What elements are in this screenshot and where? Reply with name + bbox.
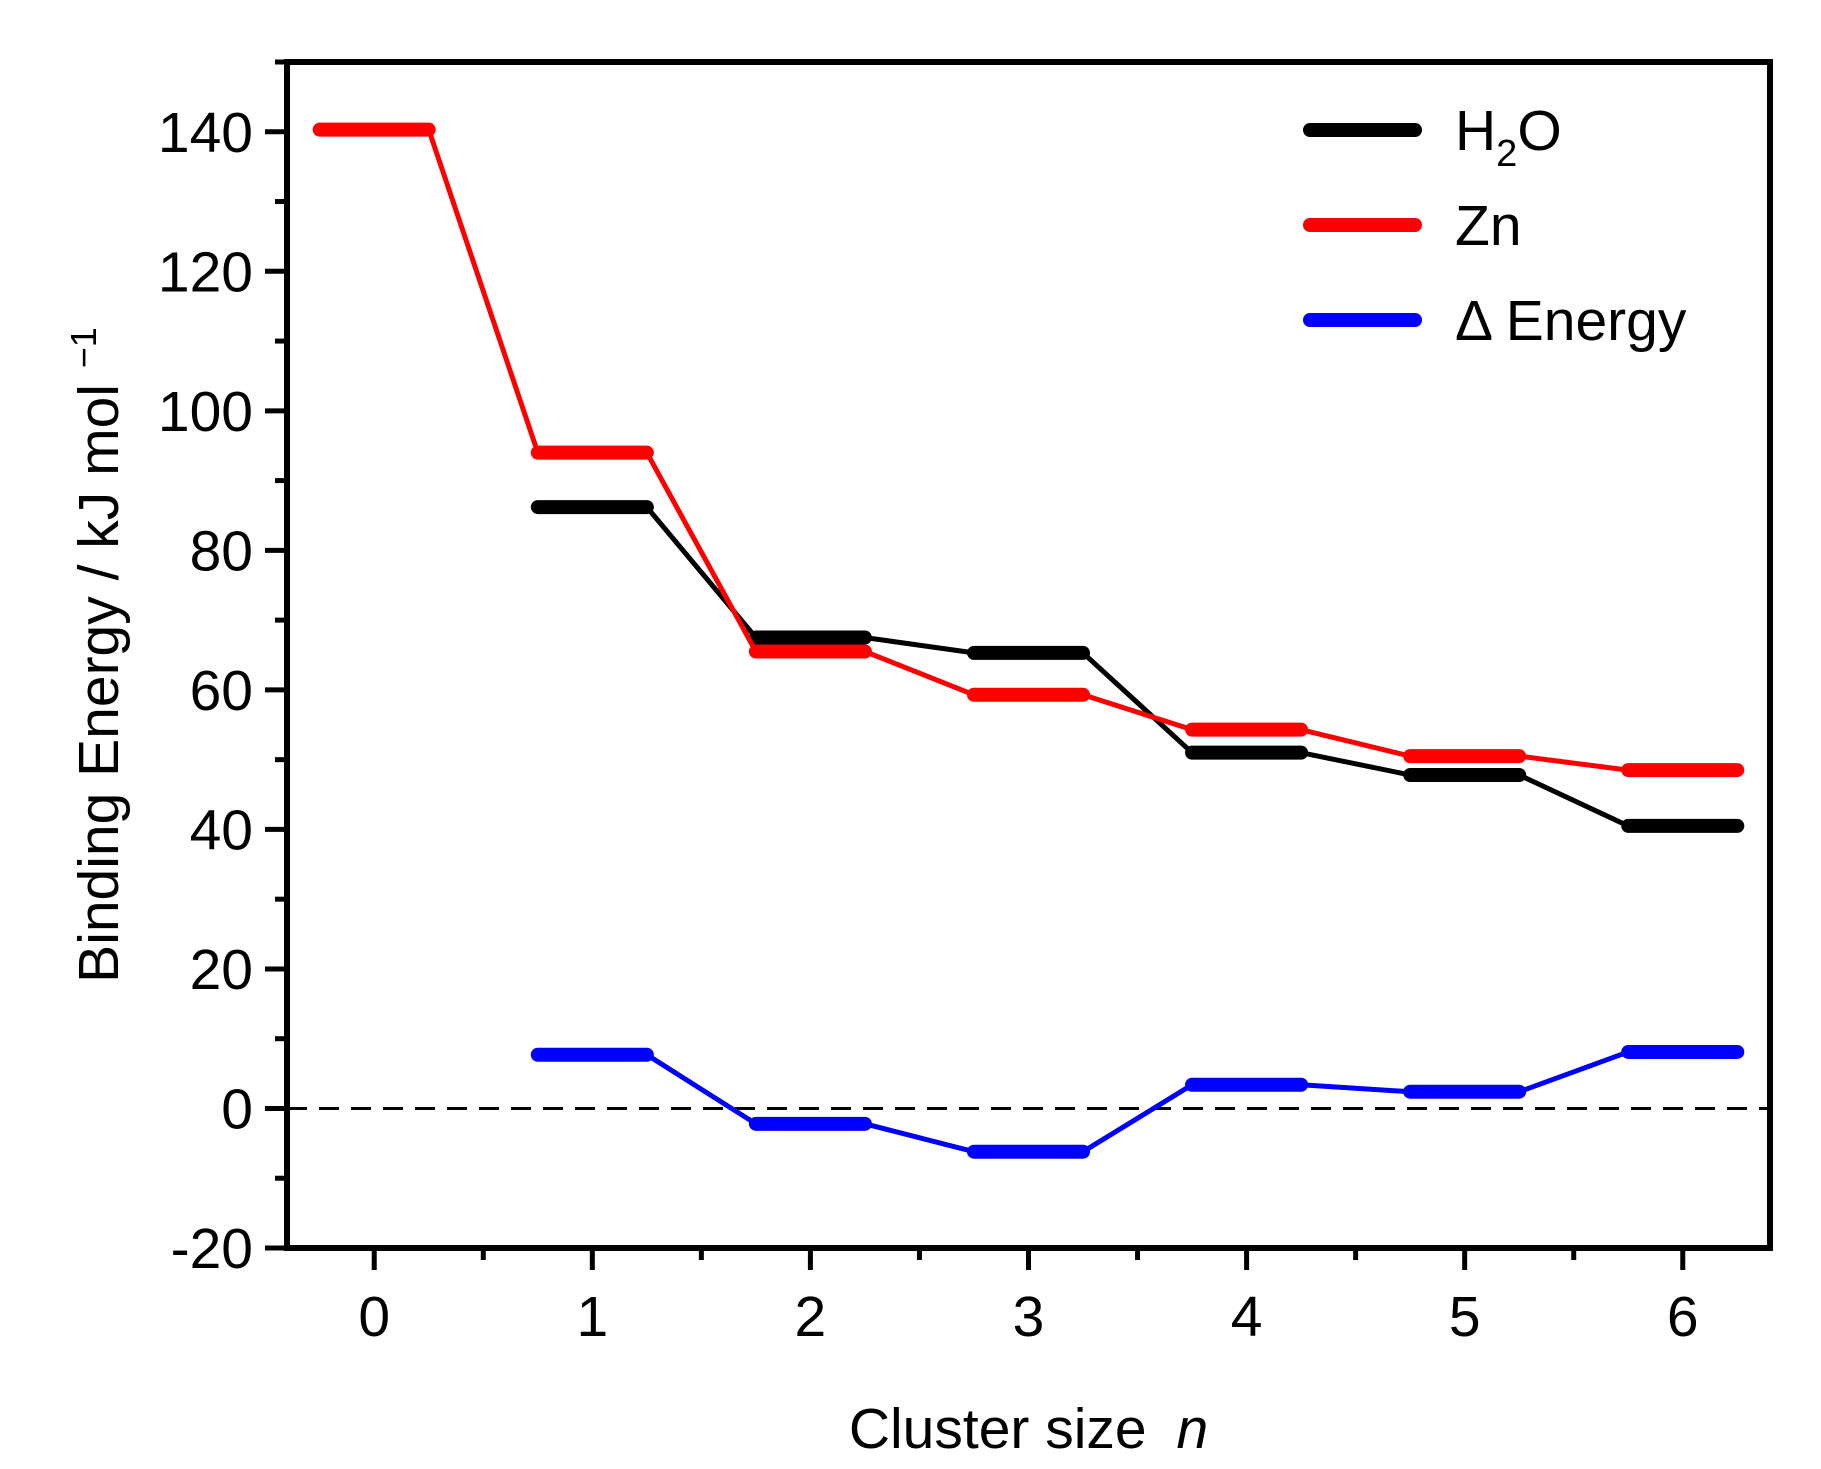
y-axis-title-superscript: −1 <box>63 327 104 368</box>
series-h2o <box>530 500 1745 833</box>
y-tick-label: 20 <box>190 938 253 1002</box>
legend-item: Δ Energy <box>1303 289 1687 353</box>
x-tick-label: 1 <box>576 1285 608 1349</box>
y-axis-title-text: Binding Energy / kJ mol <box>67 384 131 983</box>
legend-label: Zn <box>1455 194 1522 258</box>
series-line <box>537 504 1738 829</box>
y-tick-label: 40 <box>190 798 253 862</box>
x-tick-label: 6 <box>1667 1285 1699 1349</box>
legend-label-tail: O <box>1517 99 1561 163</box>
y-tick-label: 80 <box>190 519 253 583</box>
legend-label: Δ Energy <box>1455 289 1687 353</box>
legend-label-subscript: 2 <box>1496 133 1517 175</box>
series--energy <box>530 1044 1745 1159</box>
x-axis-title-variable: n <box>1176 1397 1208 1461</box>
x-tick-label: 4 <box>1231 1285 1263 1349</box>
y-tick-label: -20 <box>171 1217 253 1281</box>
legend-label: H2O <box>1455 99 1562 175</box>
y-tick-label: 60 <box>190 659 253 723</box>
y-tick-label: 140 <box>158 101 253 165</box>
legend-label-main: H <box>1455 99 1496 163</box>
x-axis-title: Cluster size n <box>849 1397 1208 1461</box>
y-tick-label: 120 <box>158 240 253 304</box>
y-axis-title: Binding Energy / kJ mol −1 <box>63 327 131 983</box>
series-line <box>537 1049 1738 1155</box>
legend-label-main: Zn <box>1455 194 1522 258</box>
x-tick-label: 5 <box>1449 1285 1481 1349</box>
x-tick-label: 3 <box>1013 1285 1045 1349</box>
series-zn <box>312 122 1745 778</box>
x-tick-label: 0 <box>358 1285 390 1349</box>
legend-item: Zn <box>1303 194 1522 258</box>
legend-item: H2O <box>1303 99 1562 175</box>
legend-label-main: Δ Energy <box>1455 289 1687 353</box>
x-tick-label: 2 <box>795 1285 827 1349</box>
x-axis-title-text: Cluster size <box>849 1397 1147 1461</box>
y-tick-label: 100 <box>158 380 253 444</box>
y-tick-label: 0 <box>221 1077 253 1141</box>
